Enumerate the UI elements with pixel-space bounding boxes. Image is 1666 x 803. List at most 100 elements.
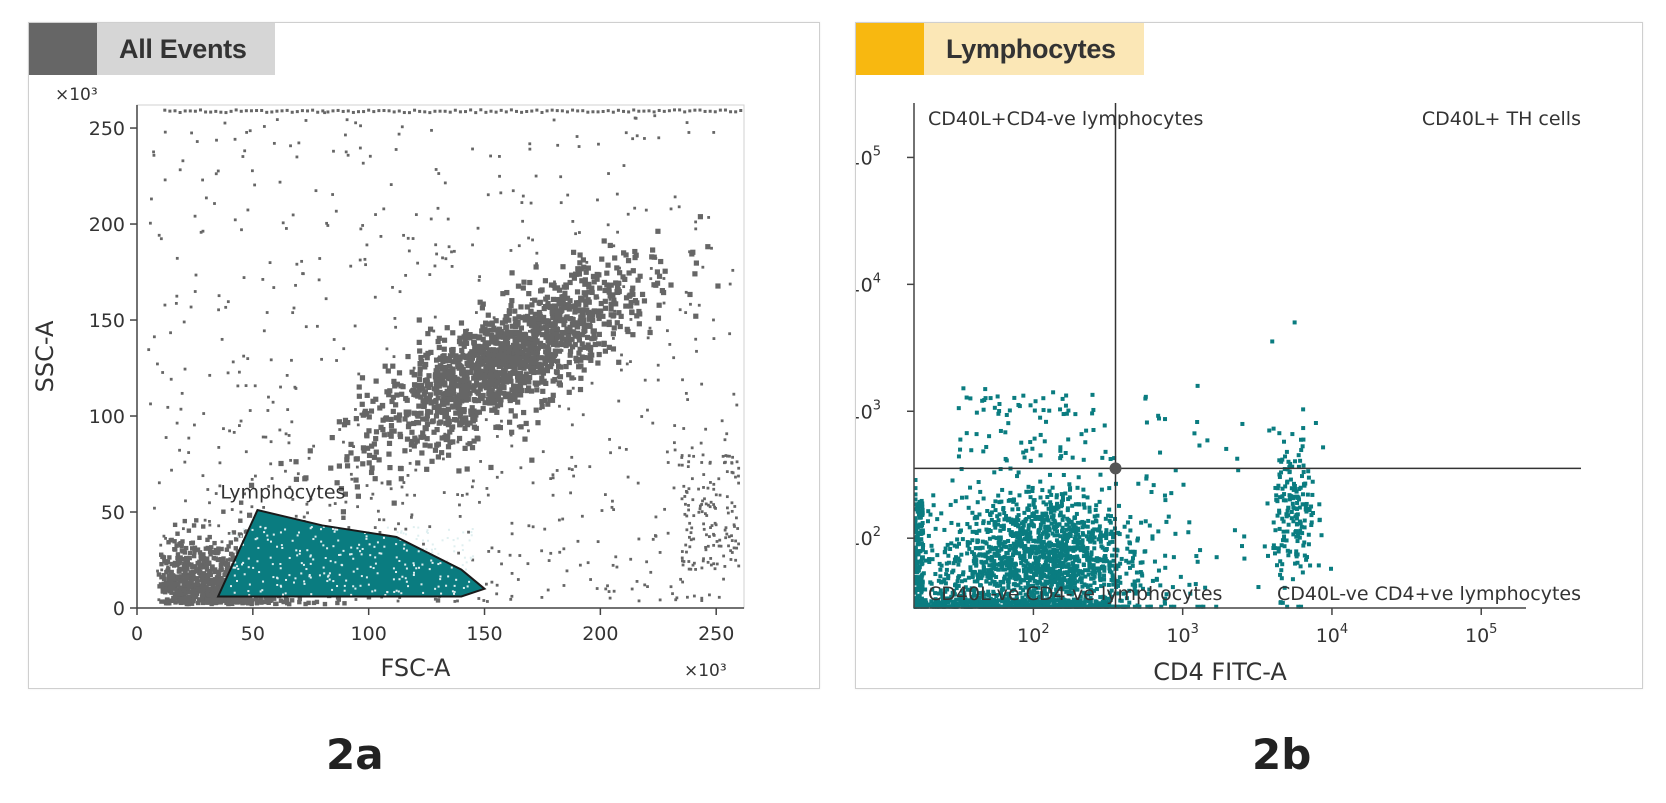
event-point — [1107, 507, 1112, 512]
event-point — [361, 161, 365, 165]
event-point — [463, 418, 469, 424]
event-point — [492, 392, 499, 399]
event-point — [953, 555, 958, 560]
event-point — [556, 143, 560, 147]
event-point — [338, 486, 345, 492]
event-point — [636, 308, 642, 315]
gated-event-point — [337, 539, 340, 542]
event-point — [998, 528, 1003, 533]
event-point — [669, 207, 673, 211]
event-point — [522, 339, 528, 345]
event-point — [965, 543, 970, 548]
event-point — [197, 550, 203, 555]
event-point — [183, 109, 187, 113]
event-point — [601, 279, 607, 286]
event-point — [393, 527, 397, 531]
event-point — [385, 347, 389, 351]
event-point — [507, 398, 511, 401]
gated-event-point — [376, 541, 379, 544]
event-point — [1074, 566, 1079, 571]
event-point — [278, 180, 282, 184]
gated-event-point — [405, 549, 408, 552]
event-point — [590, 381, 594, 385]
event-point — [584, 334, 591, 341]
event-point — [508, 358, 514, 365]
event-point — [708, 505, 712, 509]
event-point — [556, 348, 563, 354]
event-point — [515, 399, 521, 405]
y-tick-label: 250 — [89, 118, 125, 140]
event-point — [927, 557, 932, 562]
event-point — [968, 568, 973, 573]
event-point — [934, 604, 939, 609]
gated-event-point — [354, 587, 357, 590]
event-point — [390, 394, 396, 400]
gated-event-point — [456, 537, 459, 540]
event-point — [1018, 585, 1023, 590]
event-point — [190, 591, 196, 596]
event-point — [728, 454, 731, 458]
event-point — [617, 323, 623, 330]
event-point — [233, 537, 239, 542]
event-point — [1136, 578, 1141, 583]
event-point — [463, 397, 469, 403]
event-point — [538, 355, 544, 361]
event-point — [730, 539, 734, 542]
event-point — [1195, 559, 1200, 564]
event-point — [474, 435, 480, 441]
event-point — [985, 509, 990, 514]
event-point — [521, 219, 525, 223]
event-point — [524, 388, 530, 394]
event-point — [574, 464, 578, 468]
event-point — [610, 346, 617, 352]
event-point — [688, 521, 692, 525]
event-point — [523, 375, 529, 381]
event-point — [1017, 493, 1022, 498]
event-point — [1032, 588, 1037, 593]
event-point — [528, 359, 535, 365]
gated-event-point — [254, 538, 257, 541]
event-point — [602, 348, 608, 354]
event-point — [987, 536, 992, 541]
event-point — [555, 469, 559, 472]
event-point — [477, 368, 484, 374]
gated-event-point — [327, 574, 330, 577]
event-point — [540, 343, 546, 349]
event-point — [1163, 565, 1168, 570]
event-point — [438, 109, 442, 113]
event-point — [913, 478, 918, 483]
event-point — [1023, 604, 1028, 609]
event-point — [406, 474, 410, 477]
event-point — [665, 450, 669, 454]
event-point — [986, 592, 991, 597]
event-point — [1085, 524, 1090, 529]
event-point — [1134, 589, 1139, 594]
event-point — [186, 562, 191, 567]
event-point — [1086, 572, 1091, 577]
event-point — [708, 460, 712, 464]
event-point — [192, 545, 198, 550]
event-point — [1147, 587, 1152, 592]
event-point — [704, 545, 707, 549]
event-point — [578, 231, 581, 234]
event-point — [1006, 591, 1011, 596]
event-point — [453, 410, 459, 416]
event-point — [515, 283, 522, 289]
event-point — [596, 351, 602, 358]
event-point — [1012, 587, 1017, 592]
event-point — [968, 565, 973, 570]
event-point — [435, 403, 441, 409]
event-point — [526, 379, 532, 385]
event-point — [200, 587, 206, 593]
event-point — [634, 116, 638, 120]
event-point — [1059, 492, 1064, 497]
event-point — [970, 510, 975, 515]
gated-event-point — [269, 556, 272, 559]
event-point — [972, 589, 977, 594]
event-point — [1149, 489, 1154, 494]
event-point — [342, 601, 347, 606]
event-point — [436, 383, 442, 389]
event-point — [570, 468, 574, 472]
event-point — [216, 169, 220, 173]
gated-event-point — [282, 593, 285, 596]
